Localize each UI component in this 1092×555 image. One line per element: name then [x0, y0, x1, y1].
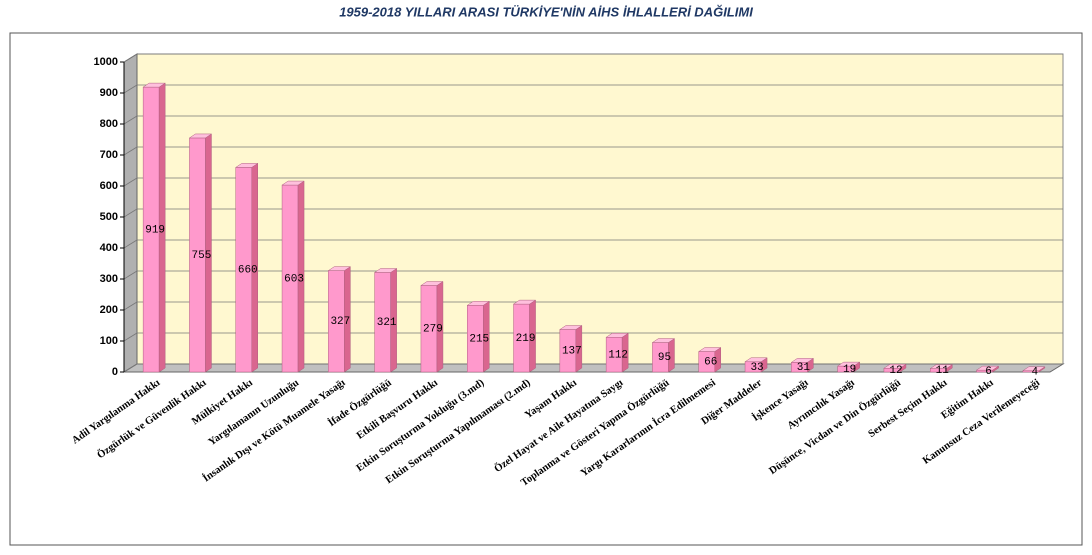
- grid-line: [123, 146, 138, 156]
- bar-top: [605, 333, 629, 338]
- bar: [975, 365, 1000, 373]
- y-tick-label: 500: [100, 211, 118, 223]
- y-tick-label: 200: [100, 304, 118, 316]
- bar: [883, 363, 907, 373]
- grid-line: [123, 270, 138, 280]
- bar: [929, 364, 954, 373]
- bar-top: [466, 301, 491, 306]
- y-tick-label: 900: [100, 87, 118, 99]
- bar-top: [188, 133, 213, 139]
- data-label: 19: [843, 364, 856, 376]
- data-label: 31: [797, 362, 811, 374]
- grid-line: [123, 177, 138, 187]
- bar: [234, 162, 259, 373]
- y-tick-label: 800: [100, 118, 118, 130]
- bar: [697, 347, 722, 373]
- y-tick-label: 300: [100, 273, 118, 285]
- data-label: 112: [608, 350, 628, 362]
- bar-top: [651, 338, 676, 343]
- bar-top: [327, 266, 352, 271]
- grid-line: [123, 363, 138, 373]
- floor: [122, 363, 1065, 373]
- data-label: 95: [658, 352, 671, 364]
- bar: [744, 357, 768, 373]
- grid-line: [123, 332, 138, 342]
- bar: [466, 300, 491, 373]
- data-label: 321: [377, 317, 397, 329]
- bar: [651, 338, 676, 373]
- grid-line: [123, 208, 138, 218]
- grid-line: [123, 53, 138, 63]
- bar-top: [883, 364, 907, 369]
- bar: [327, 266, 352, 373]
- y-tick-label: 400: [100, 242, 118, 254]
- bar-top: [975, 365, 1000, 371]
- y-tick-label: 0: [112, 366, 118, 378]
- data-label: 11: [936, 365, 950, 377]
- bar: [559, 325, 583, 373]
- bar-top: [234, 163, 259, 168]
- y-tick-label: 700: [100, 149, 118, 161]
- data-label: 603: [284, 273, 304, 285]
- y-tick-label: 600: [100, 180, 118, 192]
- data-label: 66: [704, 357, 717, 369]
- data-label: 4: [1032, 366, 1039, 378]
- grid-line: [123, 301, 138, 311]
- bar: [142, 82, 166, 373]
- bar: [790, 357, 815, 373]
- data-label: 919: [145, 224, 165, 236]
- bar: [373, 268, 398, 373]
- bar: [420, 281, 444, 373]
- bar-top: [281, 180, 305, 186]
- data-label: 6: [985, 366, 992, 378]
- data-label: 279: [423, 324, 443, 336]
- grid-line: [123, 115, 138, 125]
- grid-line: [123, 84, 138, 94]
- bar-top: [559, 325, 583, 330]
- bar-top: [420, 281, 444, 286]
- bar-top: [790, 358, 815, 363]
- bar-top: [836, 361, 861, 367]
- data-label: 219: [516, 333, 536, 345]
- bar-top: [142, 82, 166, 88]
- bar-top: [697, 347, 722, 352]
- y-tick-label: 1000: [94, 56, 118, 68]
- bar-top: [373, 268, 398, 273]
- bar: [836, 361, 861, 373]
- data-label: 33: [750, 362, 763, 374]
- data-label: 660: [238, 265, 258, 277]
- bar: [281, 180, 305, 373]
- bar-top: [929, 364, 954, 369]
- bar: [605, 332, 629, 373]
- chart-title: 1959-2018 YILLARI ARASI TÜRKİYE'NİN AİHS…: [339, 4, 753, 19]
- data-label: 215: [469, 334, 489, 346]
- data-label: 327: [330, 316, 350, 328]
- data-label: 755: [192, 250, 212, 262]
- bar-top: [744, 357, 768, 363]
- bar-top: [512, 299, 537, 305]
- grid-line: [123, 239, 138, 249]
- data-label: 137: [562, 346, 582, 358]
- y-tick-label: 100: [100, 335, 118, 347]
- bar: [1022, 366, 1046, 373]
- bar: [188, 133, 213, 373]
- bar-top: [1022, 366, 1046, 372]
- data-label: 12: [889, 365, 902, 377]
- bar: [512, 299, 537, 373]
